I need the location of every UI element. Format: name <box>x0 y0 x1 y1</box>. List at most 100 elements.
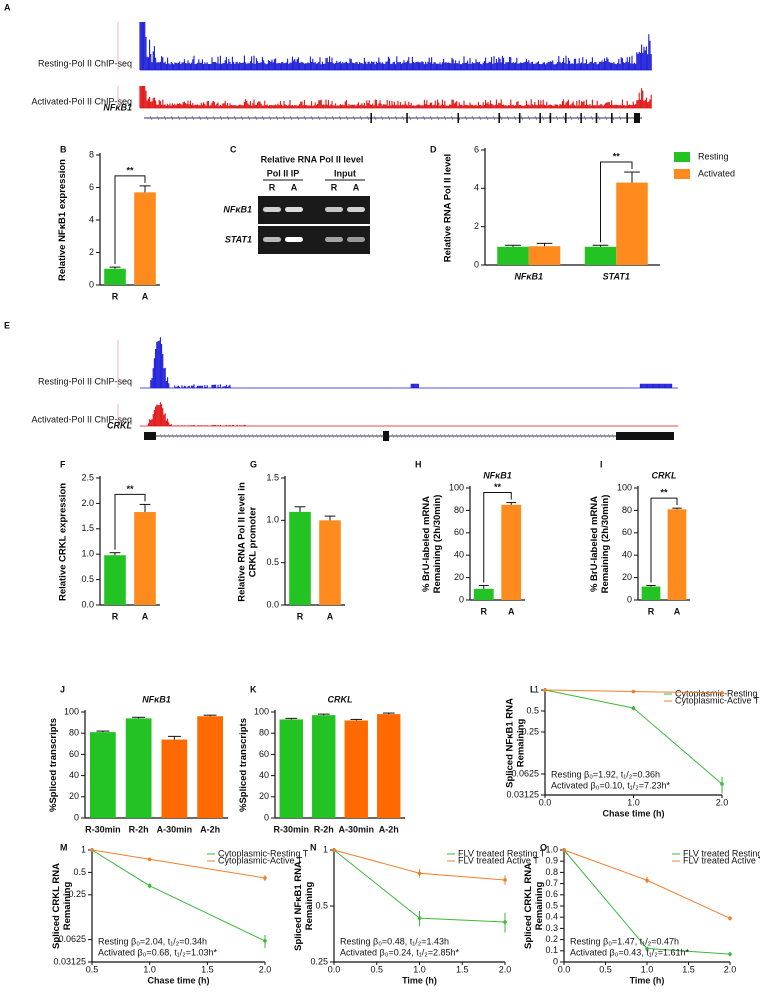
intron-tick <box>299 433 303 439</box>
point <box>503 878 507 882</box>
intron-tick <box>459 433 463 439</box>
intron-tick <box>485 115 489 121</box>
intron-tick <box>275 115 279 121</box>
intron-tick <box>163 433 167 439</box>
y-tick-label: 0.5 <box>315 900 328 910</box>
intron-tick <box>291 433 295 439</box>
exon <box>616 432 674 440</box>
significance-bracket <box>650 497 678 583</box>
x-tick-label: 0.0 <box>328 964 341 974</box>
intron-tick <box>367 433 371 439</box>
bar <box>319 520 341 605</box>
x-tick-label: 2.0 <box>724 964 737 974</box>
intron-tick <box>407 433 411 439</box>
intron-tick <box>191 433 195 439</box>
intron-tick <box>149 115 153 121</box>
y-tick-label: 0 <box>74 812 79 822</box>
panel-letter: H <box>415 459 422 469</box>
intron-tick <box>219 115 223 121</box>
intron-tick <box>177 115 181 121</box>
intron-tick <box>520 115 524 121</box>
x-tick-label: R-2h <box>314 824 334 834</box>
bar <box>134 192 156 285</box>
bar <box>104 268 126 285</box>
y-tick-label: 0.25 <box>521 726 539 736</box>
annotation: Resting β₀=2.04, t₁/₂=0.34h <box>98 936 207 946</box>
point <box>728 916 732 921</box>
y-axis-label: Relative NFκB1 expression <box>56 159 68 281</box>
legend-label: Cytoplasmic-Active T <box>675 695 760 705</box>
x-tick-label: A-30min <box>338 824 374 834</box>
x-tick-label: R <box>481 606 488 616</box>
intron-tick <box>551 433 555 439</box>
gel-band <box>263 207 281 212</box>
x-tick-label: R <box>112 611 119 621</box>
x-tick-label: 0.0 <box>539 797 552 807</box>
intron-tick <box>191 115 195 121</box>
x-tick-label: A-30min <box>157 824 193 834</box>
y-tick-label: 8 <box>89 149 94 159</box>
intron-tick <box>401 115 405 121</box>
intron-tick <box>199 433 203 439</box>
intron-tick <box>373 115 377 121</box>
intron-tick <box>587 433 591 439</box>
y-tick-label: 1 <box>323 844 328 854</box>
intron-tick <box>604 115 608 121</box>
intron-tick <box>255 433 259 439</box>
intron-tick <box>375 433 379 439</box>
bar <box>584 246 617 265</box>
gel-band <box>285 237 303 242</box>
annotation: Activated β₀=0.68, t₁/₂=1.03h* <box>98 947 218 957</box>
y-tick-label: 100 <box>64 706 79 716</box>
intron-tick <box>275 433 279 439</box>
significance-label: ** <box>126 165 134 175</box>
intron-tick <box>427 433 431 439</box>
intron-tick <box>223 433 227 439</box>
y-tick-label: 80 <box>454 505 464 515</box>
y-tick-label: 1.0 <box>266 515 279 525</box>
intron-tick <box>263 433 267 439</box>
legend-swatch <box>674 169 690 179</box>
intron-tick <box>235 433 239 439</box>
bar <box>667 509 687 600</box>
y-tick-label: 0.03125 <box>506 789 539 799</box>
lane-label: A <box>353 182 360 192</box>
intron-tick <box>507 433 511 439</box>
intron-tick <box>513 115 517 121</box>
x-tick-label: R <box>112 291 119 301</box>
intron-tick <box>515 433 519 439</box>
x-tick-label: 1.5 <box>682 964 695 974</box>
intron-tick <box>450 115 454 121</box>
intron-tick <box>271 433 275 439</box>
exon <box>144 432 156 440</box>
gel-band <box>263 237 281 242</box>
intron-tick <box>287 433 291 439</box>
intron-tick <box>233 115 237 121</box>
point <box>631 689 636 694</box>
intron-tick <box>347 433 351 439</box>
intron-tick <box>499 115 503 121</box>
exon <box>518 113 521 123</box>
y-tick-label: 1 <box>81 844 86 854</box>
intron-tick <box>569 115 573 121</box>
y-tick-label: 0.8 <box>545 867 558 877</box>
intron-tick <box>391 433 395 439</box>
intron-tick <box>239 433 243 439</box>
chart-title: CRKL <box>328 694 353 704</box>
intron-tick <box>419 433 423 439</box>
intron-tick <box>443 433 447 439</box>
y-axis-label: % BrU-labeled mRNA Remaining (2h/30min) <box>589 494 611 594</box>
intron-tick <box>499 433 503 439</box>
x-tick-label: R-30min <box>85 824 121 834</box>
intron-tick <box>483 433 487 439</box>
x-tick-label: STAT1 <box>603 271 630 281</box>
intron-tick <box>595 433 599 439</box>
bar <box>197 716 223 818</box>
track-signal <box>139 86 652 108</box>
intron-tick <box>467 433 471 439</box>
intron-tick <box>607 433 611 439</box>
intron-tick <box>324 115 328 121</box>
intron-tick <box>303 115 307 121</box>
x-tick-label: A <box>674 606 681 616</box>
intron-tick <box>491 433 495 439</box>
